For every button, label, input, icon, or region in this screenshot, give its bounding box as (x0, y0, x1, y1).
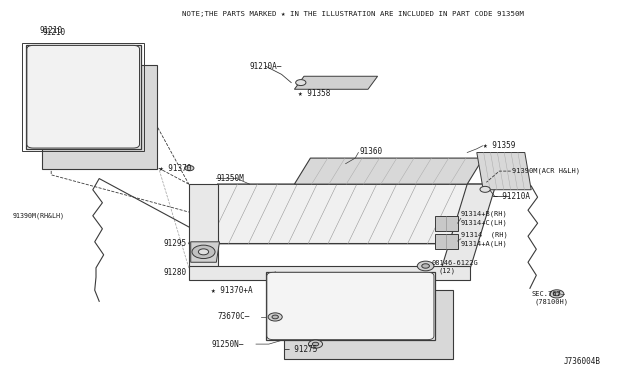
Text: 91314+B(RH): 91314+B(RH) (461, 211, 508, 217)
Text: NOTE;THE PARTS MARKED ★ IN THE ILLUSTRATION ARE INCLUDED IN PART CODE 91350M: NOTE;THE PARTS MARKED ★ IN THE ILLUSTRAT… (182, 11, 524, 17)
Text: SEC.767—: SEC.767— (531, 291, 565, 297)
Polygon shape (191, 242, 220, 262)
Text: 91210A—: 91210A— (250, 62, 282, 71)
Circle shape (296, 80, 306, 86)
Text: 91210: 91210 (43, 28, 66, 37)
Text: — 91275: — 91275 (285, 345, 317, 354)
Circle shape (185, 166, 194, 171)
Polygon shape (284, 290, 453, 359)
Polygon shape (435, 216, 458, 231)
Text: 91210: 91210 (40, 26, 63, 35)
Circle shape (480, 186, 490, 192)
Text: 73670C—: 73670C— (218, 312, 250, 321)
Text: 91314  (RH): 91314 (RH) (461, 231, 508, 238)
Text: 91250N—: 91250N— (211, 340, 244, 349)
Circle shape (272, 315, 278, 319)
Text: 91295: 91295 (163, 239, 186, 248)
Circle shape (192, 245, 215, 259)
Text: (12): (12) (438, 267, 456, 274)
Text: 08146-6122G: 08146-6122G (432, 260, 479, 266)
Text: 91390M(RH&LH): 91390M(RH&LH) (13, 212, 65, 219)
Circle shape (422, 264, 429, 268)
Text: 91280: 91280 (163, 268, 186, 277)
Polygon shape (189, 266, 470, 280)
Polygon shape (26, 45, 141, 149)
Text: ★ 91370: ★ 91370 (159, 164, 191, 173)
Circle shape (308, 340, 323, 348)
Text: ★ 91359: ★ 91359 (483, 141, 515, 150)
Text: J736004B: J736004B (563, 357, 600, 366)
Text: ★ 91370+A: ★ 91370+A (211, 286, 253, 295)
Polygon shape (442, 184, 496, 268)
Text: 91390M(ACR H&LH): 91390M(ACR H&LH) (512, 168, 580, 174)
Circle shape (550, 290, 564, 298)
FancyBboxPatch shape (267, 272, 434, 340)
Circle shape (312, 342, 319, 346)
Text: 91314+C(LH): 91314+C(LH) (461, 220, 508, 227)
Text: — 91210A: — 91210A (493, 192, 530, 201)
Polygon shape (266, 272, 435, 340)
Polygon shape (189, 184, 496, 244)
Bar (22, 43, 144, 151)
FancyBboxPatch shape (27, 45, 140, 148)
Polygon shape (189, 184, 218, 268)
Text: (78100H): (78100H) (534, 299, 568, 305)
Polygon shape (294, 158, 483, 184)
Polygon shape (477, 153, 531, 190)
Circle shape (417, 261, 434, 271)
Polygon shape (435, 234, 458, 249)
Text: 91360: 91360 (359, 147, 382, 156)
Circle shape (268, 313, 282, 321)
Text: ★ 91358: ★ 91358 (298, 89, 330, 98)
Circle shape (198, 249, 209, 255)
Circle shape (554, 292, 560, 296)
Polygon shape (294, 76, 378, 89)
Text: 91314+A(LH): 91314+A(LH) (461, 240, 508, 247)
Text: 91350M: 91350M (216, 174, 244, 183)
Polygon shape (42, 65, 157, 169)
